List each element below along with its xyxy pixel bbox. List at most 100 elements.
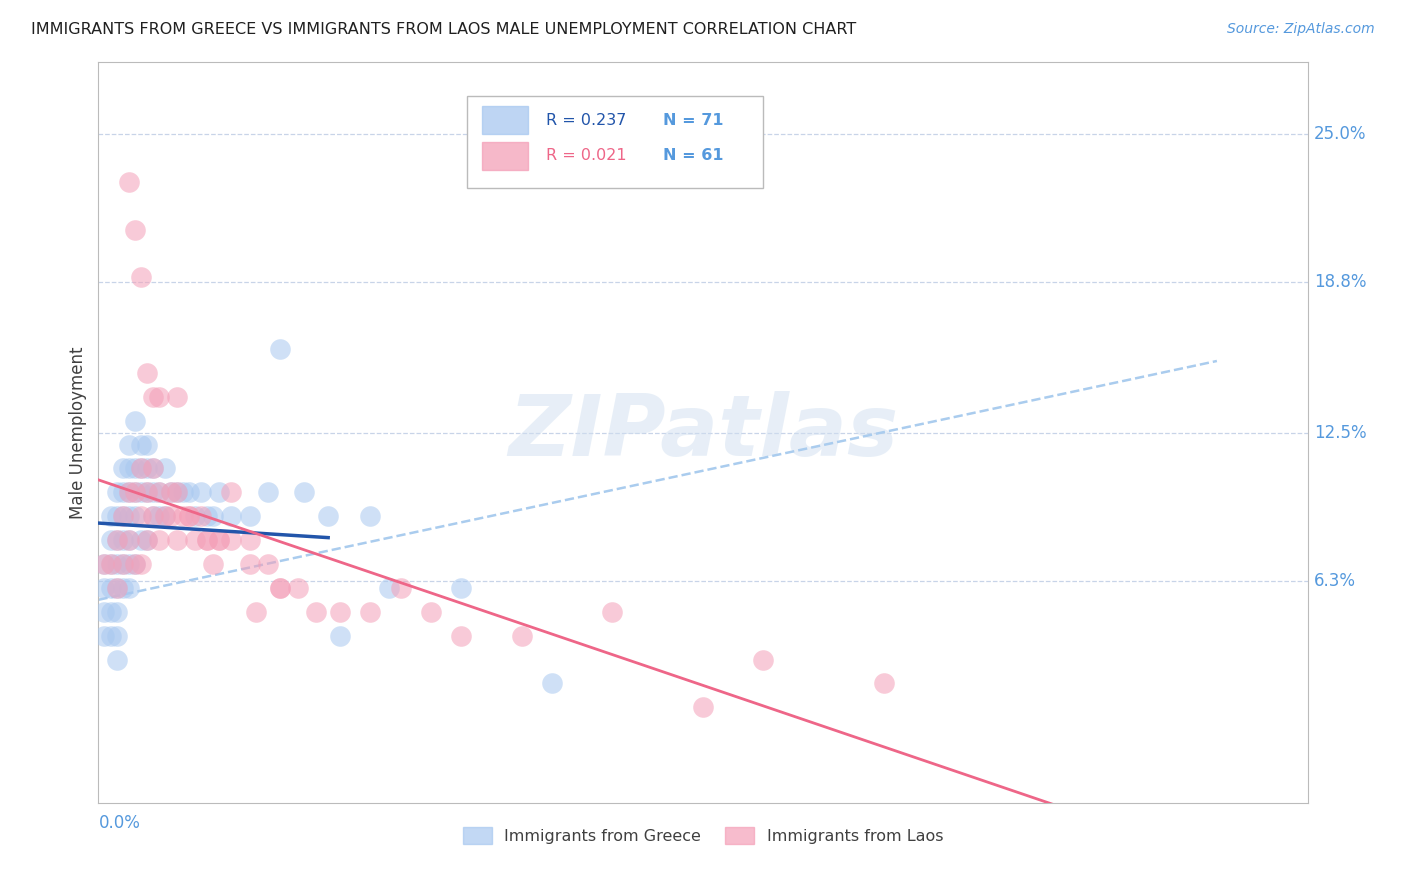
Point [111,581,134,595]
Point [100,533,122,547]
Point [208,533,231,547]
Point [239,509,262,524]
Point [105,629,128,643]
Point [118,437,141,451]
Text: 6.3%: 6.3% [1313,572,1355,590]
Point [129,509,152,524]
Point [179,509,201,524]
Point [124,485,146,500]
Point [148,485,170,500]
Point [195,533,218,547]
Point [135,366,157,380]
Point [105,533,128,547]
Point [118,533,141,547]
Point [540,676,562,690]
Point [329,605,352,619]
Point [124,509,146,524]
Point [105,485,128,500]
Point [129,557,152,571]
Point [129,533,152,547]
Point [377,581,399,595]
Point [118,485,141,500]
Point [129,461,152,475]
Text: 25.0%: 25.0% [1313,125,1367,143]
Point [160,485,183,500]
Point [100,605,122,619]
Point [105,533,128,547]
Point [142,509,165,524]
Point [105,605,128,619]
Point [111,533,134,547]
Point [118,461,141,475]
Text: R = 0.021: R = 0.021 [546,148,627,163]
Point [135,533,157,547]
Point [208,485,231,500]
Point [166,485,188,500]
Bar [482,142,527,169]
Text: 18.8%: 18.8% [1313,273,1367,291]
Point [124,414,146,428]
Point [142,485,165,500]
Text: Source: ZipAtlas.com: Source: ZipAtlas.com [1227,22,1375,37]
Point [166,390,188,404]
Point [142,509,165,524]
Point [752,652,775,666]
Point [245,605,267,619]
Point [329,629,352,643]
Point [190,485,212,500]
Point [873,676,896,690]
Point [105,557,128,571]
Point [105,652,128,666]
Point [100,581,122,595]
Point [124,461,146,475]
Point [602,605,624,619]
Point [111,509,134,524]
Point [166,533,188,547]
Point [100,557,122,571]
Point [221,509,243,524]
Point [129,270,152,285]
Point [239,557,262,571]
Point [93,581,115,595]
Point [221,485,243,500]
Point [129,437,152,451]
Point [153,509,176,524]
Point [510,629,533,643]
Point [287,581,309,595]
Point [135,485,157,500]
Point [135,461,157,475]
Point [129,461,152,475]
Point [93,557,115,571]
Point [118,581,141,595]
Point [148,509,170,524]
Point [135,533,157,547]
Point [160,509,183,524]
Point [142,461,165,475]
Point [111,509,134,524]
Point [208,533,231,547]
Point [124,485,146,500]
Point [148,485,170,500]
Point [195,509,218,524]
Point [135,437,157,451]
Legend: Immigrants from Greece, Immigrants from Laos: Immigrants from Greece, Immigrants from … [457,821,949,850]
Text: 12.5%: 12.5% [1313,424,1367,442]
Point [118,175,141,189]
Point [142,390,165,404]
Point [316,509,339,524]
Text: N = 61: N = 61 [664,148,724,163]
Point [450,629,472,643]
Point [360,509,382,524]
Y-axis label: Male Unemployment: Male Unemployment [69,346,87,519]
Point [269,342,291,356]
Point [142,461,165,475]
Point [105,581,128,595]
Point [148,390,170,404]
Point [221,533,243,547]
Point [100,509,122,524]
Point [450,581,472,595]
Point [202,509,225,524]
Point [160,485,183,500]
Point [118,485,141,500]
Text: ZIPatlas: ZIPatlas [508,391,898,475]
